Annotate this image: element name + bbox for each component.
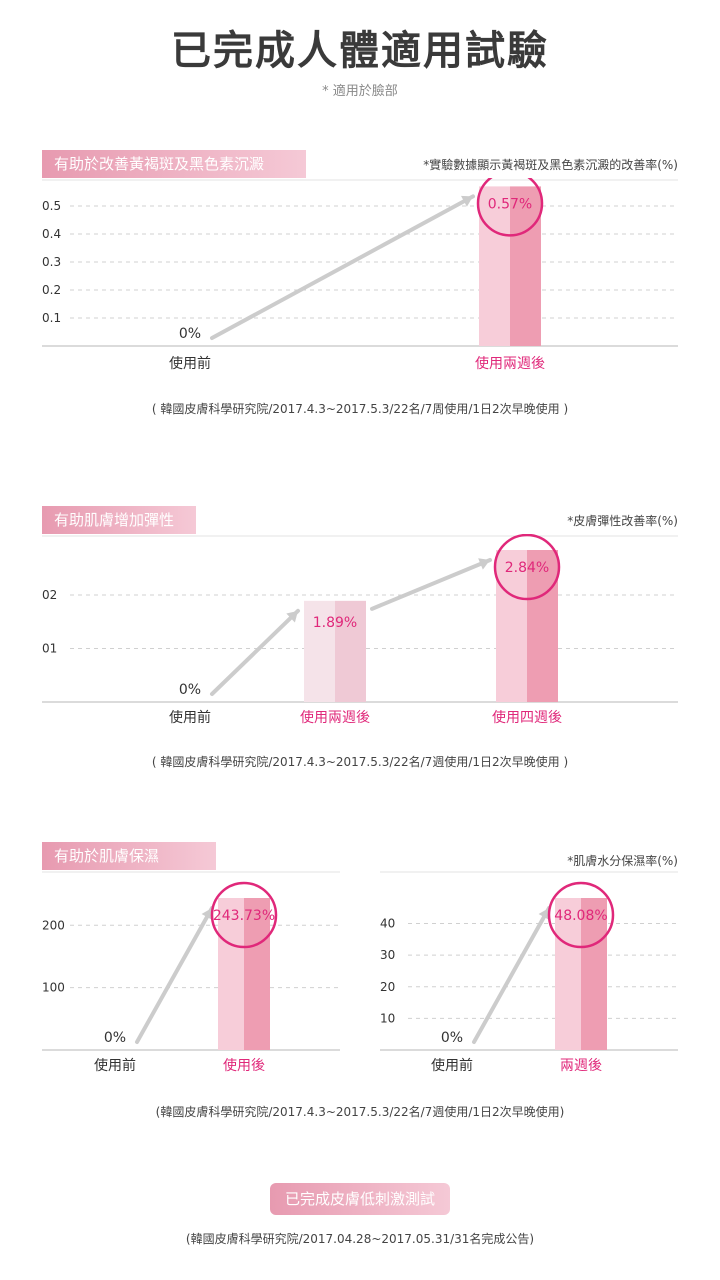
bar-left-half [555, 898, 581, 1050]
trend-arrow-line [472, 906, 551, 1044]
x-category-label: 使用四週後 [492, 709, 562, 726]
y-tick-label: 10 [380, 1011, 395, 1025]
bar-left-half [496, 550, 527, 702]
trend-arrow-head [478, 558, 490, 570]
y-tick-label: 01 [42, 641, 57, 655]
y-tick-label: 40 [380, 917, 395, 931]
y-tick-label: 100 [42, 981, 65, 995]
value-label: 2.84% [505, 560, 549, 576]
bar-right-half [335, 600, 366, 702]
x-category-label: 使用前 [169, 355, 211, 372]
x-category-label: 使用兩週後 [475, 355, 545, 372]
y-tick-label: 30 [380, 948, 395, 962]
source-moisture: (韓國皮膚科學研究院/2017.4.3~2017.5.3/22名/7週使用/1日… [155, 1105, 565, 1119]
y-tick-label: 0.5 [42, 199, 61, 213]
highlight-circle [210, 881, 278, 949]
value-label: 0% [104, 1030, 126, 1046]
y-tick-label: 02 [42, 588, 57, 602]
chart-elasticity: 02 01 0% 1.89% 2.84% 使用前 使用兩週後 使用四週後 [42, 534, 678, 726]
y-tick-label: 0.4 [42, 227, 61, 241]
unit-note-whitening: *實驗數據顯示黃褐斑及黑色素沉澱的改善率(%) [423, 158, 678, 172]
chart-whitening: 0.5 0.4 0.3 0.2 0.1 0% 0.57% 使用前 使用兩週後 [42, 178, 678, 372]
bar-left-half [218, 898, 244, 1050]
value-label: 0.57% [488, 196, 532, 212]
value-label: 0% [179, 326, 201, 342]
section-label-elasticity: 有助肌膚增加彈性 [42, 506, 196, 534]
highlight-circle [547, 881, 615, 949]
highlight-circle [493, 534, 561, 601]
trend-arrow-line [135, 906, 214, 1044]
source-whitening: ( 韓國皮膚科學研究院/2017.4.3~2017.5.3/22名/7周使用/1… [151, 402, 569, 416]
bar-left-half [304, 600, 335, 702]
trend-arrow-line [210, 608, 300, 696]
trend-arrow-head [286, 610, 298, 623]
trend-arrow-line [370, 558, 492, 611]
bar-right-half [581, 898, 607, 1050]
trend-arrow-head [201, 908, 213, 920]
page-title: 已完成人體適用試驗 [171, 28, 549, 74]
value-label: 1.89% [313, 615, 357, 631]
x-category-label: 使用兩週後 [300, 709, 370, 726]
trend-arrow-line [210, 194, 475, 340]
low-irritation-test-badge: 已完成皮膚低刺激測試 [270, 1183, 450, 1215]
chart-moisture-left: 200 100 0% 243.73% 使用前 使用後 [42, 871, 340, 1074]
unit-note-moisture: *肌膚水分保濕率(%) [567, 854, 678, 868]
trend-arrow-head [538, 908, 550, 920]
source-elasticity: ( 韓國皮膚科學研究院/2017.4.3~2017.5.3/22名/7週使用/1… [151, 755, 569, 769]
x-category-label: 使用前 [169, 709, 211, 726]
x-category-label: 使用前 [431, 1057, 473, 1074]
x-category-label: 使用前 [94, 1057, 136, 1074]
value-label: 0% [179, 682, 201, 698]
section-label-whitening: 有助於改善黃褐斑及黑色素沉澱 [42, 150, 306, 178]
unit-note-elasticity: *皮膚彈性改善率(%) [567, 514, 678, 528]
x-category-label: 使用後 [223, 1057, 265, 1074]
y-tick-label: 0.2 [42, 283, 61, 297]
y-tick-label: 0.1 [42, 311, 61, 325]
value-label: 243.73% [213, 908, 275, 924]
footer-source: (韓國皮膚科學研究院/2017.04.28~2017.05.31/31名完成公告… [185, 1232, 535, 1246]
y-tick-label: 200 [42, 918, 65, 932]
page-subtitle: * 適用於臉部 [322, 84, 398, 99]
section-label-moisture: 有助於肌膚保濕 [42, 842, 216, 870]
y-tick-label: 20 [380, 980, 395, 994]
bar-right-half [510, 186, 541, 346]
bar-right-half [527, 550, 558, 702]
chart-moisture-right: 40 30 20 10 0% 48.08% 使用前 兩週後 [380, 871, 678, 1074]
bar-right-half [244, 898, 270, 1050]
trend-arrow-head [461, 195, 473, 207]
x-category-label: 兩週後 [560, 1058, 602, 1074]
y-tick-label: 0.3 [42, 255, 61, 269]
value-label: 48.08% [554, 908, 607, 924]
value-label: 0% [441, 1030, 463, 1046]
bar-left-half [479, 186, 510, 346]
highlight-circle [476, 178, 544, 237]
